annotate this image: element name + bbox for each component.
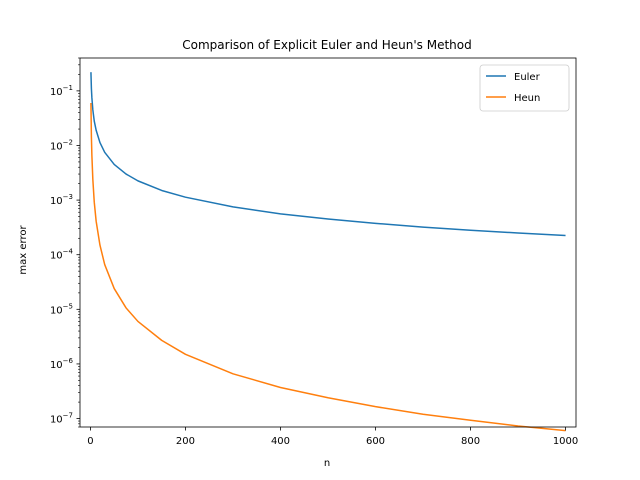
legend-label-euler: Euler (514, 72, 541, 83)
x-axis-label: n (324, 458, 330, 469)
legend-label-heun: Heun (514, 93, 540, 104)
y-tick-label: 10−1 (50, 84, 73, 98)
x-tick-label: 800 (461, 436, 480, 447)
series-line-heun (90, 102, 566, 432)
legend: Euler Heun (479, 64, 570, 112)
x-tick-label: 1000 (553, 436, 578, 447)
series-line-euler (90, 72, 566, 237)
x-tick-label: 200 (176, 436, 195, 447)
y-tick-label: 10−3 (50, 193, 73, 207)
y-tick-label: 10−4 (50, 248, 74, 262)
plot-frame (79, 57, 577, 428)
y-tick-label: 10−7 (50, 412, 73, 426)
x-tick-label: 400 (271, 436, 290, 447)
chart-title: Comparison of Explicit Euler and Heun's … (182, 38, 472, 52)
y-tick-label: 10−6 (50, 357, 74, 371)
x-tick-label: 0 (87, 436, 93, 447)
x-tick-label: 600 (366, 436, 385, 447)
y-axis-label: max error (18, 225, 29, 275)
y-tick-label: 10−5 (50, 302, 73, 316)
plot-area: 0 200 400 600 800 1000 10−7 10−6 10−5 10−4 10−3 10−… (50, 57, 578, 447)
y-tick-label: 10−2 (50, 138, 73, 152)
